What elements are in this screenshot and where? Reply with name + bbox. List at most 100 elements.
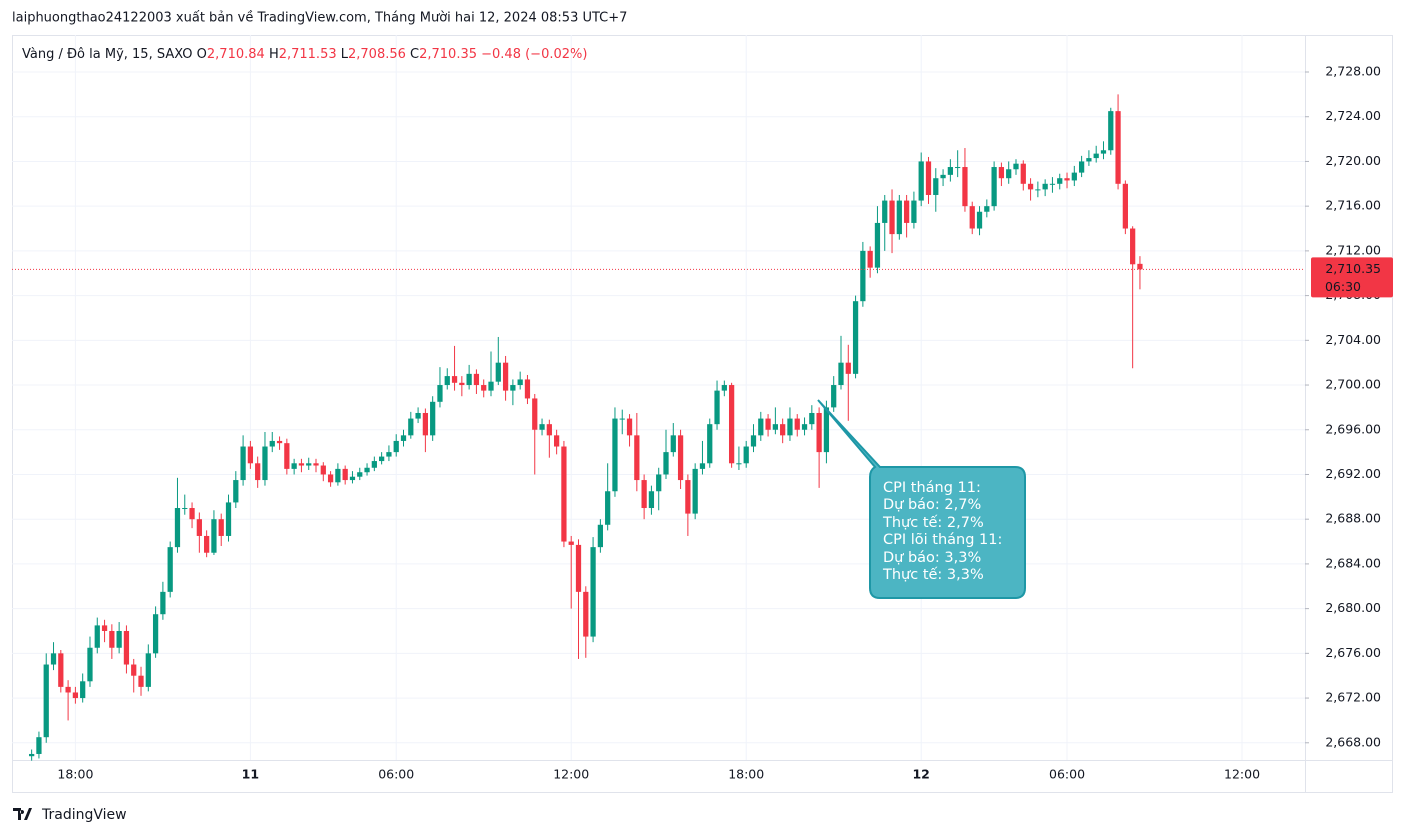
y-tick-label: 2,688.00: [1325, 511, 1381, 526]
candle-body: [583, 591, 589, 637]
candle-body: [400, 435, 407, 441]
candle-body: [524, 379, 531, 399]
candle-body: [72, 692, 79, 699]
candle-body: [1027, 183, 1034, 190]
candle-body: [962, 167, 968, 207]
candle-body: [670, 435, 676, 453]
candle-body: [554, 435, 560, 447]
candle-body: [743, 446, 749, 464]
candle-body: [823, 407, 830, 453]
candle-body: [699, 463, 706, 469]
x-tick-label: 12: [912, 767, 929, 782]
candle-body: [430, 401, 436, 436]
y-tick-label: 2,684.00: [1325, 555, 1381, 570]
candle-body: [561, 446, 567, 542]
candle-body: [940, 174, 946, 179]
annotation-line: Thực tế: 3,3%: [882, 566, 984, 583]
price-tag-countdown: 06:30: [1325, 279, 1361, 294]
candle-body: [327, 474, 334, 483]
candle-body: [50, 653, 57, 665]
legend-key: O: [197, 47, 207, 62]
candle-body: [568, 541, 574, 545]
candle-body: [852, 301, 859, 374]
candle-body: [160, 591, 166, 615]
candle-body: [780, 424, 786, 436]
y-tick-label: 2,704.00: [1325, 332, 1381, 347]
y-tick-label: 2,696.00: [1325, 421, 1381, 436]
candle-body: [393, 440, 399, 453]
candle-body: [1093, 153, 1099, 159]
candle-body: [517, 379, 523, 386]
candle-body: [218, 519, 224, 536]
candle-body: [451, 376, 458, 383]
candle-body: [838, 362, 844, 386]
candle-body: [437, 385, 443, 402]
candle-body: [889, 200, 895, 235]
candle-body: [933, 178, 939, 195]
candle-body: [874, 222, 881, 268]
brand: TradingView: [13, 807, 127, 823]
candle-body: [721, 385, 727, 391]
x-tick-label: 12:00: [553, 767, 589, 782]
candle-body: [211, 519, 217, 553]
candle-body: [984, 206, 990, 212]
candle-body: [298, 463, 305, 466]
candle-body: [955, 167, 961, 169]
x-tick-label: 06:00: [378, 767, 414, 782]
candle-body: [1130, 228, 1136, 265]
candle-body: [772, 424, 778, 430]
candle-body: [101, 625, 108, 631]
candle-body: [306, 463, 312, 466]
candle-body: [466, 373, 472, 386]
y-tick-label: 2,680.00: [1325, 600, 1381, 615]
candle-body: [43, 664, 49, 738]
candle-body: [1057, 178, 1063, 184]
chart-frame: [12, 35, 1393, 793]
candle-body: [816, 412, 822, 453]
candle-body: [371, 461, 377, 468]
candle-body: [510, 385, 516, 391]
candle-body: [758, 418, 764, 436]
candle-body: [641, 480, 647, 509]
candle-body: [1013, 163, 1019, 170]
candle-body: [597, 524, 604, 548]
candle-body: [240, 446, 246, 481]
y-tick-label: 2,700.00: [1325, 377, 1381, 392]
candle-body: [196, 519, 202, 536]
candle-body: [167, 547, 173, 592]
candle-body: [386, 452, 392, 457]
candle-body: [685, 480, 691, 514]
candle-body: [488, 381, 494, 391]
candle-body: [342, 468, 348, 481]
candle-body: [867, 250, 873, 268]
candle-body: [619, 418, 625, 420]
candle-body: [364, 467, 370, 473]
brand-name: TradingView: [41, 807, 127, 823]
candle-body: [714, 390, 720, 425]
candle-body: [116, 630, 122, 648]
legend-key: L: [341, 47, 349, 62]
y-tick-label: 2,720.00: [1325, 153, 1381, 168]
candle-body: [677, 435, 684, 481]
candle-body: [831, 385, 837, 408]
x-tick-label: 18:00: [728, 767, 764, 782]
candle-body: [65, 686, 71, 693]
candle-body: [80, 681, 86, 699]
candle-body: [459, 382, 465, 386]
candle-body: [276, 440, 283, 444]
candle-body: [648, 491, 655, 509]
candle-body: [590, 547, 596, 637]
candle-body: [998, 167, 1005, 179]
symbol: Vàng / Đô la Mỹ, 15, SAXO: [22, 47, 193, 62]
candle-body: [255, 463, 261, 481]
legend-change: −0.48 (−0.02%): [481, 47, 587, 62]
candle-body: [444, 376, 450, 386]
candle-body: [1108, 111, 1114, 151]
candle-body: [94, 625, 100, 648]
axes: 2,668.00 2,672.00 2,676.00 2,680.00 2,684.00…: [57, 64, 1393, 782]
candle-body: [291, 463, 297, 469]
candle-body: [736, 463, 742, 465]
legend: Vàng / Đô la Mỹ, 15, SAXO O2,710.84 H2,7…: [22, 47, 587, 62]
y-tick-label: 2,668.00: [1325, 734, 1381, 749]
x-tick-label: 12:00: [1224, 767, 1260, 782]
